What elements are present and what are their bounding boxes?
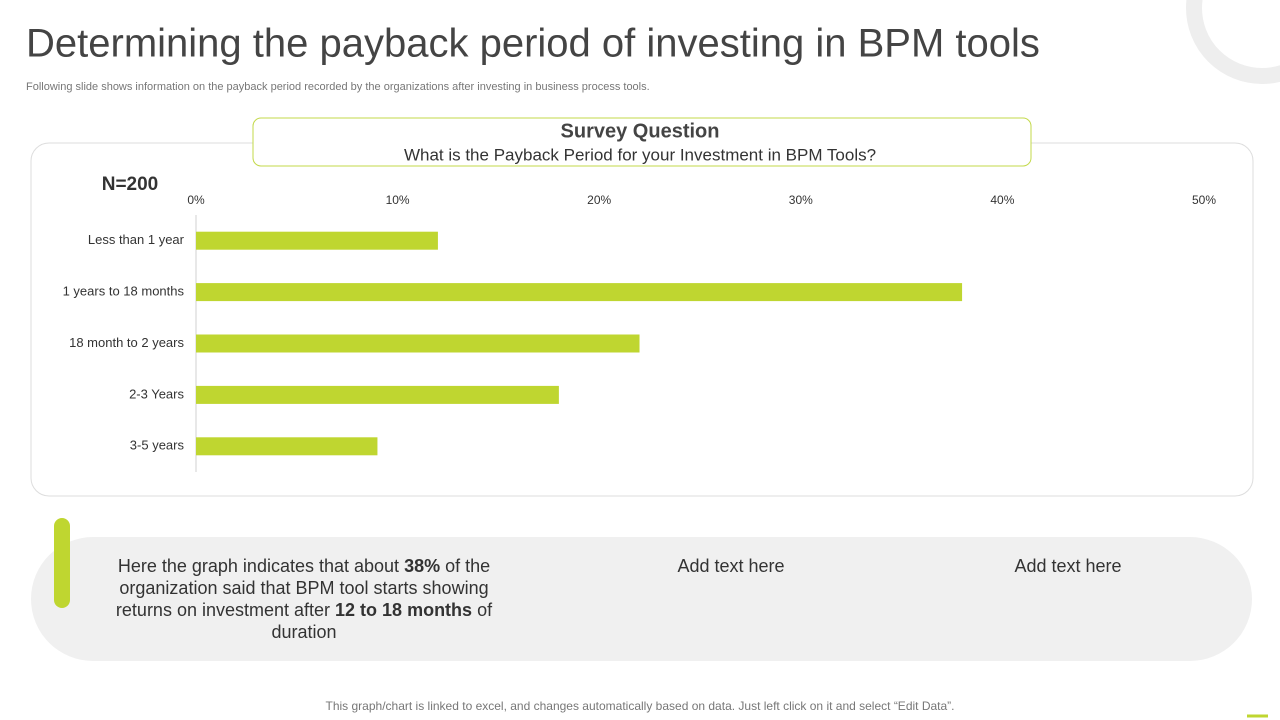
bar <box>196 385 559 404</box>
x-tick-label: 10% <box>386 193 410 207</box>
bar <box>196 231 438 250</box>
insight-part: of the organization said that BPM tool s… <box>115 556 491 620</box>
x-tick-label: 30% <box>789 193 813 207</box>
bar <box>196 437 378 456</box>
category-label: 18 month to 2 years <box>69 335 184 350</box>
survey-heading: Survey Question <box>561 120 720 142</box>
insight-part: 38% <box>404 556 441 576</box>
category-label: 3-5 years <box>130 438 185 453</box>
survey-box <box>252 117 1032 167</box>
insight-part: of duration <box>271 600 493 642</box>
accent-bar <box>54 518 70 608</box>
insight-part: Add text here <box>1014 556 1122 576</box>
insight-part: Here the graph indicates that about <box>117 556 405 576</box>
insight-text: Add text here <box>541 555 921 577</box>
x-tick-label: 0% <box>187 193 205 207</box>
insight-text: Here the graph indicates that about 38% … <box>114 555 494 643</box>
decor-ring <box>1186 0 1280 84</box>
x-tick-label: 20% <box>587 193 611 207</box>
category-label: 1 years to 18 months <box>63 284 185 299</box>
x-tick-label: 50% <box>1192 193 1216 207</box>
x-tick-label: 40% <box>990 193 1014 207</box>
bar <box>196 334 640 353</box>
insight-panel <box>31 537 1252 661</box>
subtitle: Following slide shows information on the… <box>26 81 650 93</box>
insight-part: Add text here <box>677 556 785 576</box>
title: Determining the payback period of invest… <box>26 22 1040 66</box>
sample-size: N=200 <box>102 174 159 195</box>
bar <box>196 283 963 302</box>
footer: This graph/chart is linked to excel, and… <box>326 699 955 713</box>
category-label: 2-3 Years <box>129 386 184 401</box>
survey-question: What is the Payback Period for your Inve… <box>404 145 876 164</box>
insight-part: 12 to 18 months <box>335 600 473 620</box>
insight-text: Add text here <box>878 555 1258 577</box>
category-label: Less than 1 year <box>88 232 185 247</box>
